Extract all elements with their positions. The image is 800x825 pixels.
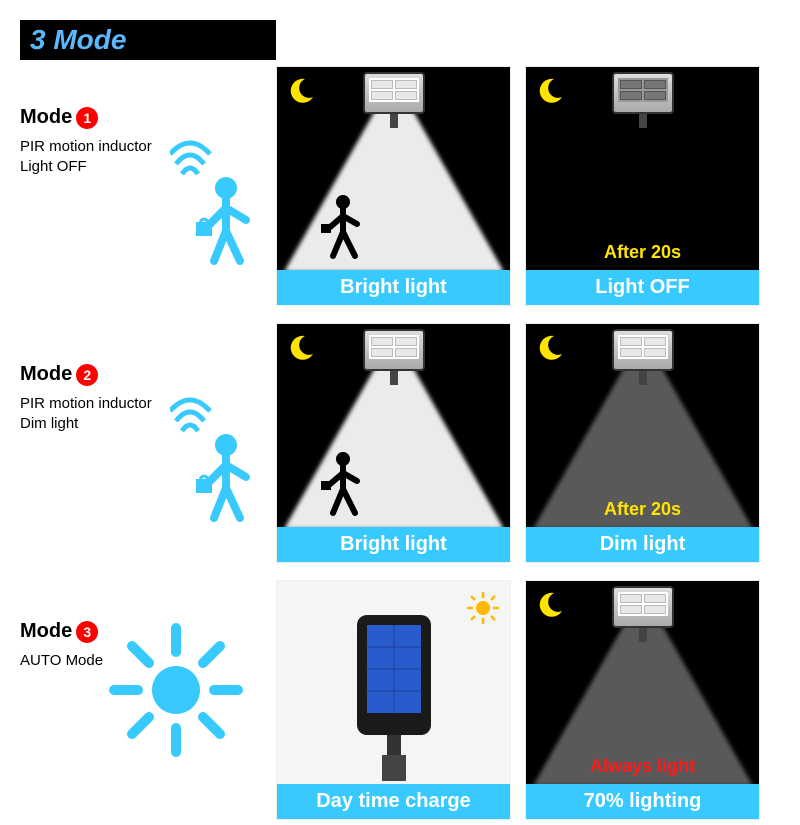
mode-label: Mode [20, 106, 72, 129]
mode-label: Mode [20, 620, 72, 643]
mode-row-1: Mode 1 PIR motion inductor Light OFF [20, 66, 780, 311]
mode-number-badge: 1 [76, 107, 98, 129]
moon-icon [536, 591, 564, 624]
moon-icon [287, 334, 315, 367]
walker-icon [319, 451, 363, 524]
panel-caption: 70% lighting [526, 784, 759, 819]
lamp-off-icon [612, 72, 674, 128]
mode-info-2: Mode 2 PIR motion inductor Dim light [20, 323, 276, 435]
panel-2a: Bright light [276, 323, 511, 563]
panel-caption: Dim light [526, 527, 759, 562]
person-signal-icon [170, 393, 260, 528]
panel-1b: After 20s Light OFF [525, 66, 760, 306]
moon-icon [536, 334, 564, 367]
panel-1a: Bright light [276, 66, 511, 306]
moon-icon [536, 77, 564, 110]
lamp-icon [363, 72, 425, 128]
mode-row-2: Mode 2 PIR motion inductor Dim light [20, 323, 780, 568]
annotation-text: After 20s [526, 499, 759, 520]
mode-title-1: Mode 1 [20, 106, 276, 129]
panel-caption: Bright light [277, 527, 510, 562]
panel-3b: Always light 70% lighting [525, 580, 760, 820]
mode-info-3: Mode 3 AUTO Mode [20, 580, 276, 671]
sun-corner-icon [466, 591, 500, 630]
infographic-container: 3 Mode Mode 1 PIR motion inductor Light … [20, 20, 780, 780]
mode-title-2: Mode 2 [20, 363, 276, 386]
panel-caption: Bright light [277, 270, 510, 305]
panel-2b: After 20s Dim light [525, 323, 760, 563]
panel-caption: Light OFF [526, 270, 759, 305]
lamp-icon [612, 586, 674, 642]
annotation-text: After 20s [526, 242, 759, 263]
lamp-icon [612, 329, 674, 385]
moon-icon [287, 77, 315, 110]
panel-caption: Day time charge [277, 784, 510, 819]
solar-lamp-icon [349, 611, 439, 786]
annotation-text: Always light [526, 756, 759, 777]
mode-row-3: Mode 3 AUTO Mode [20, 580, 780, 825]
lamp-icon [363, 329, 425, 385]
walker-icon [319, 194, 363, 267]
mode-info-1: Mode 1 PIR motion inductor Light OFF [20, 66, 276, 178]
sun-icon [106, 620, 246, 765]
header-title: 3 Mode [20, 20, 276, 60]
mode-number-badge: 2 [76, 364, 98, 386]
mode-label: Mode [20, 363, 72, 386]
mode-number-badge: 3 [76, 621, 98, 643]
person-signal-icon [170, 136, 260, 271]
panel-3a: Day time charge [276, 580, 511, 820]
